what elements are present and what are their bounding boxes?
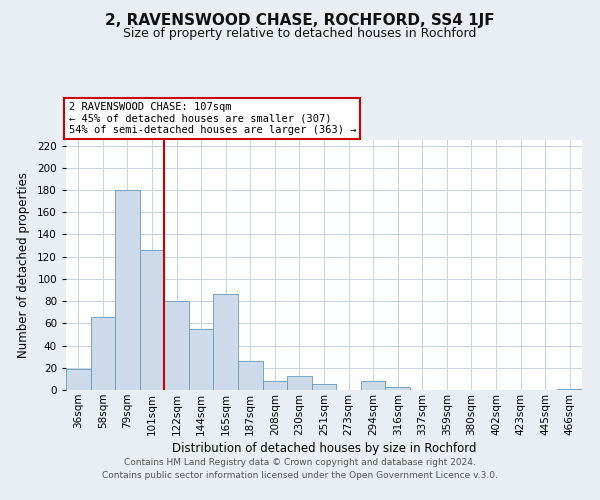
- Bar: [189, 329, 214, 390]
- Text: Size of property relative to detached houses in Rochford: Size of property relative to detached ho…: [124, 28, 476, 40]
- Y-axis label: Number of detached properties: Number of detached properties: [17, 172, 30, 358]
- Bar: [115, 190, 140, 390]
- Bar: [66, 369, 91, 390]
- Bar: [385, 386, 410, 390]
- Bar: [214, 294, 238, 390]
- Bar: [312, 384, 336, 390]
- Bar: [361, 381, 385, 390]
- Bar: [238, 361, 263, 390]
- Bar: [263, 381, 287, 390]
- Text: 2, RAVENSWOOD CHASE, ROCHFORD, SS4 1JF: 2, RAVENSWOOD CHASE, ROCHFORD, SS4 1JF: [105, 12, 495, 28]
- Bar: [164, 301, 189, 390]
- Text: 2 RAVENSWOOD CHASE: 107sqm
← 45% of detached houses are smaller (307)
54% of sem: 2 RAVENSWOOD CHASE: 107sqm ← 45% of deta…: [68, 102, 356, 135]
- Text: Contains public sector information licensed under the Open Government Licence v.: Contains public sector information licen…: [102, 472, 498, 480]
- Bar: [140, 250, 164, 390]
- Bar: [91, 316, 115, 390]
- Bar: [287, 376, 312, 390]
- Bar: [557, 389, 582, 390]
- Text: Contains HM Land Registry data © Crown copyright and database right 2024.: Contains HM Land Registry data © Crown c…: [124, 458, 476, 467]
- X-axis label: Distribution of detached houses by size in Rochford: Distribution of detached houses by size …: [172, 442, 476, 455]
